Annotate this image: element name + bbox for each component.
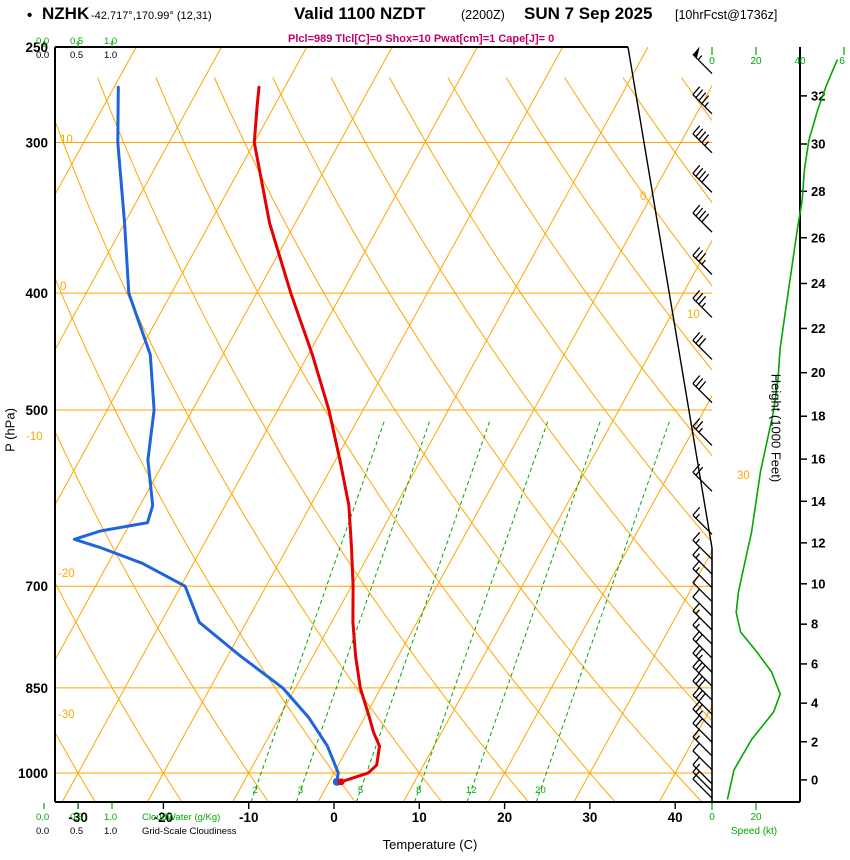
dry-adiabat-inline-label: 10 bbox=[60, 134, 73, 146]
pressure-axis-title: P (hPa) bbox=[2, 408, 18, 452]
height-tick-label: 20 bbox=[811, 365, 825, 380]
wind-barbs bbox=[692, 46, 713, 799]
cloudiness-scale-tick: 0.0 bbox=[36, 826, 50, 837]
speed-tick-top: 40 bbox=[794, 56, 806, 67]
speed-tick-bottom: 0 bbox=[709, 812, 715, 823]
station-bullet: • bbox=[27, 7, 33, 24]
cloudwater-scale-top: 0.0 0.5 1.0 bbox=[36, 36, 138, 47]
cloudwater-scale-tick: 1.0 bbox=[104, 36, 118, 47]
dry-adiabat-inline-label: -20 bbox=[58, 568, 75, 580]
isotherm-inline-label: 0 bbox=[640, 191, 646, 203]
mixing-ratio-label: 8 bbox=[416, 785, 421, 796]
height-tick-label: 26 bbox=[811, 230, 825, 245]
mixing-ratio-label: 5 bbox=[358, 785, 363, 796]
pressure-tick-label: 400 bbox=[25, 286, 48, 301]
temperature-tick-label: -30 bbox=[68, 810, 88, 825]
speed-tick-top: 20 bbox=[750, 56, 762, 67]
height-tick-label: 10 bbox=[811, 576, 825, 591]
cloudiness-scale-tick: 1.0 bbox=[104, 826, 118, 837]
cloudiness-scale-bottom: 0.0 0.5 1.0 Grid-Scale Cloudiness bbox=[36, 826, 237, 837]
height-tick-label: 22 bbox=[811, 321, 825, 336]
pressure-tick-label: 850 bbox=[25, 681, 48, 696]
temperature-axis-title: Temperature (C) bbox=[382, 837, 478, 852]
isotherm-inline-label: 30 bbox=[737, 470, 750, 482]
height-tick-label: 6 bbox=[811, 656, 818, 671]
pressure-tick-label: 1000 bbox=[18, 766, 48, 781]
stability-parameters: Plcl=989 Tlcl[C]=0 Shox=10 Pwat[cm]=1 Ca… bbox=[288, 33, 555, 45]
cloudiness-scale-tick: 0.5 bbox=[70, 826, 84, 837]
valid-date: SUN 7 Sep 2025 bbox=[524, 4, 653, 23]
cloudiness-scale-tick: 0.0 bbox=[36, 50, 50, 61]
height-tick-label: 16 bbox=[811, 452, 825, 467]
height-tick-label: 0 bbox=[811, 772, 818, 787]
cloudiness-axis-label: Grid-Scale Cloudiness bbox=[142, 826, 237, 837]
dry-adiabat-inline-label: -30 bbox=[58, 709, 75, 721]
speed-tick-bottom: 20 bbox=[750, 812, 762, 823]
height-tick-label: 2 bbox=[811, 734, 818, 749]
temperature-tick-label: -20 bbox=[154, 810, 174, 825]
temperature-tick-label: 0 bbox=[330, 810, 338, 825]
height-tick-label: 18 bbox=[811, 409, 825, 424]
mixing-ratio-label: 3 bbox=[298, 785, 303, 796]
cloudwater-scale-tick: 1.0 bbox=[104, 812, 118, 823]
temperature-tick-label: 40 bbox=[668, 810, 683, 825]
speed-tick-top: 6 bbox=[839, 56, 845, 67]
cloudwater-scale-tick: 0.5 bbox=[70, 812, 84, 823]
speed-tick-top: 0 bbox=[709, 56, 715, 67]
cloudwater-scale-bottom: 0.0 0.5 1.0 CloudWater (g/Kg) bbox=[36, 812, 220, 823]
height-tick-label: 30 bbox=[811, 136, 825, 151]
cloudiness-scale-top: 0.0 0.5 1.0 bbox=[36, 50, 138, 61]
dry-adiabat-inline-label: -10 bbox=[26, 431, 43, 443]
temperature-tick-label: -10 bbox=[239, 810, 259, 825]
valid-time: Valid 1100 NZDT bbox=[294, 4, 426, 23]
cloudwater-axis-label: CloudWater (g/Kg) bbox=[142, 812, 221, 823]
cloudiness-scale-tick: 0.5 bbox=[70, 50, 84, 61]
mixing-ratio-lines bbox=[250, 419, 671, 802]
temperature-tick-label: 10 bbox=[412, 810, 427, 825]
cloudiness-scale-tick: 1.0 bbox=[104, 50, 118, 61]
speed-axis-label: Speed (kt) bbox=[731, 826, 778, 837]
cloudwater-scale-tick: 0.0 bbox=[36, 36, 50, 47]
surface-markers bbox=[332, 777, 345, 786]
height-tick-label: 28 bbox=[811, 184, 825, 199]
dry-adiabat-inline-label: 0 bbox=[60, 281, 66, 293]
mixing-ratio-label: 2 bbox=[253, 785, 258, 796]
dewpoint-curve bbox=[72, 85, 340, 784]
cloudwater-scale-tick: 0.5 bbox=[70, 36, 84, 47]
pressure-tick-label: 300 bbox=[25, 135, 48, 150]
temperature-curve bbox=[252, 85, 381, 784]
forecast-note: [10hrFcst@1736z] bbox=[675, 8, 778, 22]
axis-ticks bbox=[43, 41, 845, 810]
cloudwater-scale-tick: 0.0 bbox=[36, 812, 50, 823]
height-tick-label: 24 bbox=[811, 276, 826, 291]
speed-curve bbox=[726, 59, 839, 800]
temperature-tick-label: 30 bbox=[582, 810, 597, 825]
mixing-ratio-label: 12 bbox=[466, 785, 477, 796]
station-coords: -42.717°,170.99° (12,31) bbox=[91, 10, 212, 22]
height-tick-label: 4 bbox=[811, 696, 819, 711]
height-axis-title: Height (1000 Feet) bbox=[768, 373, 784, 483]
mixing-ratio-label: 20 bbox=[535, 785, 546, 796]
temperature-tick-label: 20 bbox=[497, 810, 512, 825]
plot-frame bbox=[54, 46, 800, 803]
height-tick-label: 8 bbox=[811, 617, 818, 632]
valid-time-utc: (2200Z) bbox=[461, 8, 505, 22]
height-tick-label: 14 bbox=[811, 494, 826, 509]
height-tick-label: 12 bbox=[811, 535, 825, 550]
station-id: NZHK bbox=[42, 4, 90, 23]
pressure-tick-label: 250 bbox=[25, 40, 48, 55]
isotherm-inline-label: 10 bbox=[687, 309, 700, 321]
skewt-grid bbox=[55, 47, 712, 802]
pressure-tick-label: 700 bbox=[25, 579, 48, 594]
pressure-tick-label: 500 bbox=[25, 403, 48, 418]
